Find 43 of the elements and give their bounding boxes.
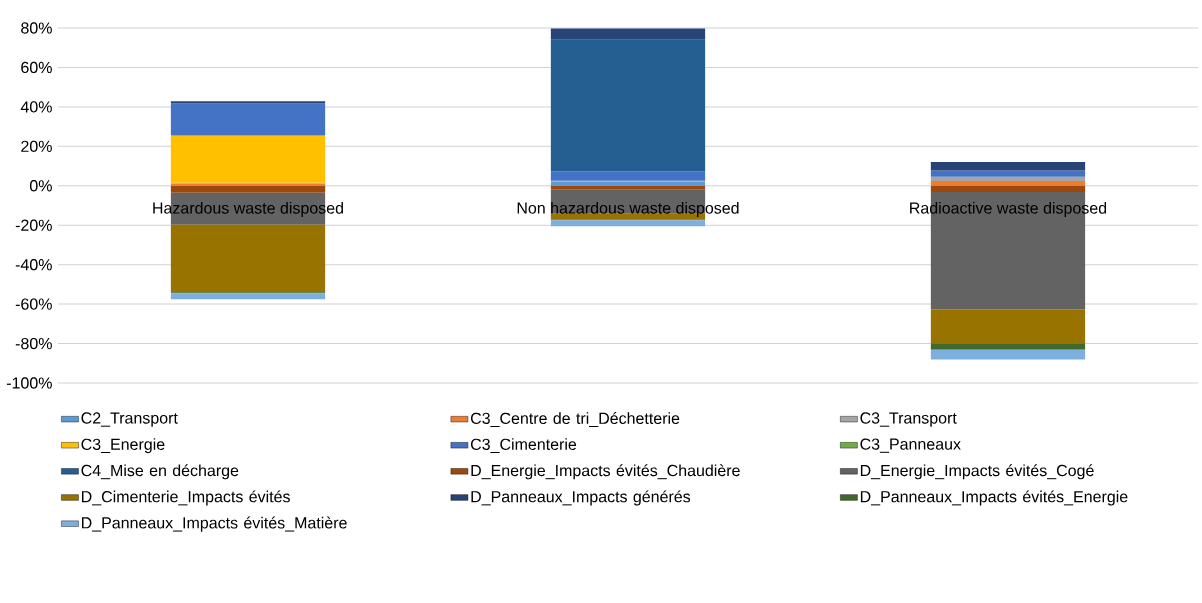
y-tick-label: -40% bbox=[15, 259, 52, 271]
bar bbox=[930, 349, 1086, 360]
bar bbox=[930, 176, 1086, 182]
legend-label: D_Panneaux_Impacts générés bbox=[471, 490, 691, 506]
legend-label: C3_Energie bbox=[81, 438, 165, 454]
legend-label: C3_Transport bbox=[860, 412, 957, 427]
y-tick-label: -20% bbox=[15, 219, 52, 231]
bar bbox=[550, 171, 706, 181]
bar bbox=[170, 135, 326, 183]
bar bbox=[930, 343, 1086, 350]
legend-label: C3_Cimenterie bbox=[470, 438, 577, 454]
y-tick-label: 0% bbox=[29, 180, 52, 192]
legend-label: C4_Mise en décharge bbox=[81, 464, 239, 480]
bar bbox=[930, 161, 1086, 171]
bar bbox=[170, 101, 326, 104]
bar bbox=[930, 181, 1086, 186]
legend-label: D_Energie_Impacts évités_Cogé bbox=[860, 464, 1094, 480]
legend-label: D_Panneaux_Impacts évités_Matière bbox=[81, 516, 347, 532]
bar bbox=[170, 103, 326, 136]
bar bbox=[550, 181, 706, 186]
bar bbox=[930, 309, 1086, 344]
bar bbox=[930, 185, 1086, 193]
y-tick-label: 60% bbox=[21, 61, 52, 74]
bar bbox=[550, 28, 706, 40]
legend-label: D_Energie_Impacts évités_Chaudière bbox=[471, 464, 740, 480]
legend-label: C3_Panneaux bbox=[860, 438, 961, 453]
y-tick-label: -100% bbox=[6, 377, 52, 389]
y-tick-label: -80% bbox=[15, 337, 52, 350]
legend-label: D_Cimenterie_Impacts évités bbox=[81, 490, 290, 506]
y-tick-label: 40% bbox=[20, 101, 52, 113]
bar bbox=[550, 185, 706, 190]
bar bbox=[930, 170, 1086, 177]
y-tick-label: -60% bbox=[15, 298, 52, 310]
bar bbox=[550, 39, 706, 172]
y-tick-label: 20% bbox=[21, 140, 52, 152]
legend-label: C2_Transport bbox=[81, 412, 178, 427]
bar bbox=[170, 224, 326, 293]
legend-label: C3_Centre de tri_Déchetterie bbox=[470, 412, 680, 428]
y-tick-label: 80% bbox=[21, 22, 52, 34]
bar bbox=[550, 220, 706, 227]
bar bbox=[170, 185, 326, 193]
bar bbox=[170, 293, 326, 300]
legend-label: D_Panneaux_Impacts évités_Energie bbox=[860, 490, 1128, 506]
